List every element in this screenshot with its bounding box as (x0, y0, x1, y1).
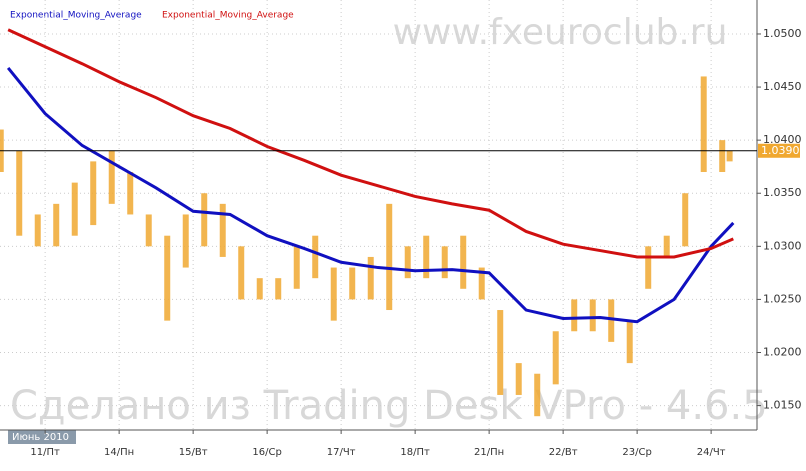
price-bar (386, 203, 393, 311)
price-bar (726, 150, 733, 162)
price-bar (608, 299, 615, 342)
price-bar (441, 246, 448, 279)
period-label: Июнь 2010 (12, 432, 69, 443)
period-box (8, 430, 76, 444)
price-bar (312, 235, 319, 279)
price-bar (53, 203, 60, 247)
price-bar (404, 246, 411, 279)
ema-line (7, 28, 734, 259)
price-bar (256, 278, 263, 300)
x-tick-label: 11/Пт (30, 447, 60, 458)
price-bar (423, 235, 430, 279)
price-bar (145, 214, 152, 247)
price-bar (349, 267, 356, 300)
x-tick-label: 15/Вт (179, 447, 208, 458)
price-bar (460, 235, 467, 289)
x-tick-label: 18/Пт (400, 447, 430, 458)
ema-line (6, 67, 735, 324)
x-tick-label: 14/Пн (104, 447, 134, 458)
x-tick-label: 21/Пн (474, 447, 504, 458)
price-bar (201, 193, 208, 247)
price-bar (219, 203, 226, 257)
legend-entry: Exponential_Moving_Average (162, 11, 294, 21)
x-tick-label: 17/Чт (327, 447, 356, 458)
price-bar (552, 331, 559, 385)
price-bar (497, 310, 504, 395)
price-bar (330, 267, 337, 321)
last-price-box (758, 143, 800, 158)
price-bar (571, 299, 578, 332)
y-tick-label: 1.0350 (763, 186, 802, 199)
price-bar (108, 150, 115, 204)
y-tick-label: 1.0150 (763, 399, 802, 412)
price-bar (71, 182, 78, 236)
x-tick-label: 24/Чт (697, 447, 726, 458)
x-tick-label: 22/Вт (549, 447, 578, 458)
y-tick-label: 1.0400 (763, 133, 802, 146)
price-bar (626, 320, 633, 364)
price-bar (90, 161, 97, 226)
price-bar (16, 150, 23, 236)
price-bar (663, 235, 670, 257)
price-bar (275, 278, 282, 300)
y-tick-label: 1.0250 (763, 292, 802, 305)
x-tick-label: 23/Ср (622, 447, 651, 458)
price-bar (682, 193, 689, 247)
legend-entry: Exponential_Moving_Average (10, 11, 142, 21)
y-tick-label: 1.0500 (763, 27, 802, 40)
price-bar (293, 246, 300, 289)
price-bar (700, 76, 707, 172)
y-tick-label: 1.0300 (763, 239, 802, 252)
price-bar (515, 363, 522, 395)
price-bar (478, 267, 485, 300)
price-bar (34, 214, 41, 247)
price-bar (127, 172, 134, 215)
price-bar (238, 246, 245, 300)
y-tick-label: 1.0450 (763, 80, 802, 93)
price-bar (367, 256, 374, 300)
price-bar (719, 140, 726, 172)
watermark: www.fxeuroclub.ru (393, 12, 728, 53)
price-bar (589, 299, 596, 332)
x-tick-label: 16/Ср (252, 447, 281, 458)
price-bar (534, 373, 541, 417)
y-tick-label: 1.0200 (763, 345, 802, 358)
price-bar (182, 214, 189, 268)
price-bar (645, 246, 652, 289)
price-bar (164, 235, 171, 321)
last-price-label: 1.0390 (761, 144, 800, 157)
